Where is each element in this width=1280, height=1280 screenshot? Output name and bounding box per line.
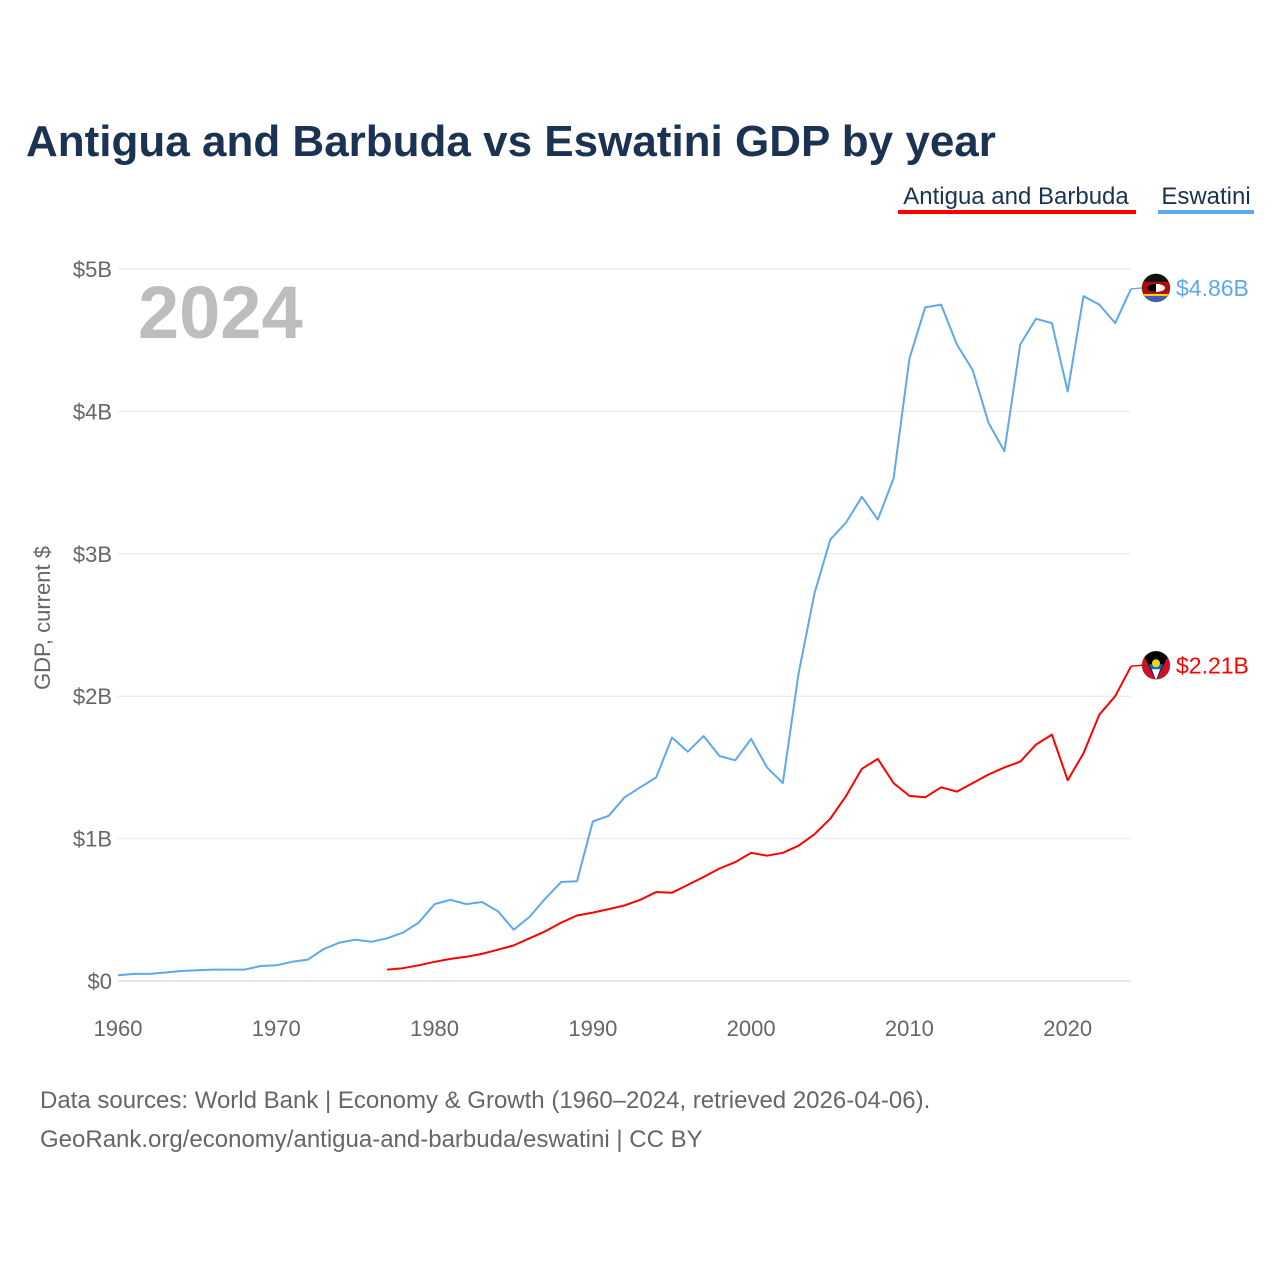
y-axis-label: GDP, current $ [30, 546, 55, 690]
chart-title: Antigua and Barbuda vs Eswatini GDP by y… [26, 117, 996, 166]
legend-label-antigua[interactable]: Antigua and Barbuda [903, 183, 1129, 210]
series-lines [117, 288, 1132, 977]
gridlines [118, 268, 1131, 982]
series-line-eswatini [117, 288, 1132, 977]
y-tick-label: $4B [73, 399, 112, 424]
end-labels: $2.21B $4.86B [1130, 273, 1249, 680]
y-tick-label: $0 [88, 969, 112, 994]
x-axis-ticks: 1960 1970 1980 1990 2000 2010 2020 [94, 1016, 1093, 1041]
x-tick-label: 1960 [94, 1016, 143, 1041]
year-watermark: 2024 [138, 271, 303, 354]
y-tick-label: $3B [73, 542, 112, 567]
end-connector [1130, 664, 1143, 668]
legend-label-eswatini[interactable]: Eswatini [1161, 183, 1250, 210]
y-tick-label: $2B [73, 684, 112, 709]
y-axis-ticks: $0 $1B $2B $3B $4B $5B [73, 257, 112, 994]
x-tick-label: 1970 [252, 1016, 301, 1041]
end-value-label: $4.86B [1176, 275, 1249, 301]
y-tick-label: $1B [73, 827, 112, 852]
x-tick-label: 2000 [727, 1016, 776, 1041]
end-value-label: $2.21B [1176, 652, 1249, 678]
y-tick-label: $5B [73, 257, 112, 282]
eswatini-flag-icon [1141, 273, 1171, 303]
footer-sources: Data sources: World Bank | Economy & Gro… [40, 1087, 930, 1114]
series-line-antigua [387, 665, 1132, 971]
legend-swatch-eswatini [1158, 210, 1254, 214]
legend: Antigua and Barbuda Eswatini [898, 183, 1254, 214]
end-connector [1130, 287, 1143, 290]
legend-item-antigua[interactable]: Antigua and Barbuda [898, 183, 1136, 214]
x-tick-label: 1990 [568, 1016, 617, 1041]
x-tick-label: 1980 [410, 1016, 459, 1041]
footer-link[interactable]: GeoRank.org/economy/antigua-and-barbuda/… [40, 1126, 703, 1153]
x-tick-label: 2010 [885, 1016, 934, 1041]
antigua-and-barbuda-flag-icon [1141, 650, 1171, 680]
x-tick-label: 2020 [1043, 1016, 1092, 1041]
legend-swatch-antigua [898, 210, 1136, 214]
legend-item-eswatini[interactable]: Eswatini [1158, 183, 1254, 214]
